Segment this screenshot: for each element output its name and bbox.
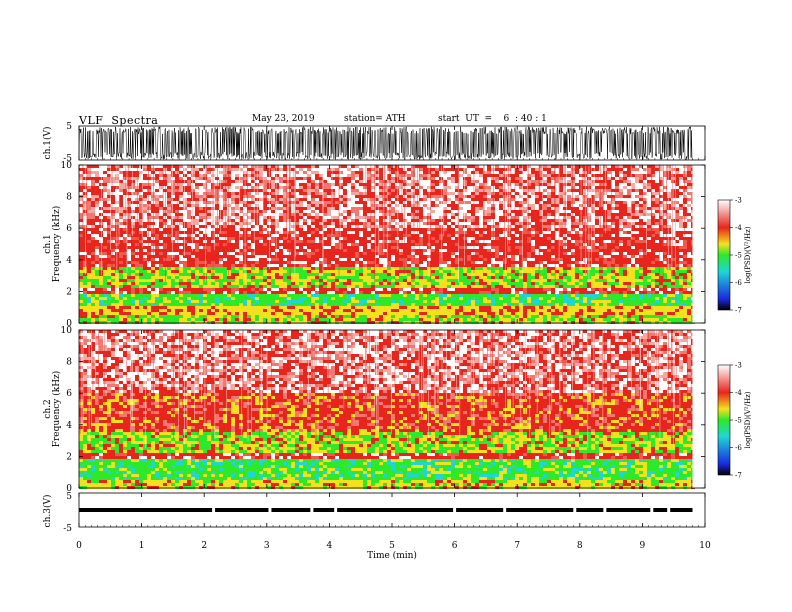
ch1-spectrogram-image (79, 165, 705, 324)
spectrogram-ytick-label: 4 (66, 256, 72, 266)
time-tick-label: 9 (640, 541, 646, 551)
time-axis-label: Time (min) (367, 550, 417, 561)
start-ut-time: start UT = 6 : 40 : 1 (438, 114, 547, 124)
spectrogram-ytick-label: 0 (66, 319, 72, 329)
ch1-colorbar: log(PSD)(V²/Hz) -3 -4 -5 -6 -7 (717, 197, 752, 315)
colorbar-tick-label: -6 (735, 444, 742, 452)
time-tick-label: 4 (327, 541, 333, 551)
ch3-waveform-trace (79, 508, 693, 512)
ch3-trace-segment (456, 508, 504, 512)
ch1-waveform-trace (78, 125, 693, 161)
time-tick-label: 10 (699, 541, 711, 551)
recording-date: May 23, 2019 (252, 114, 315, 124)
ch3-ytick-top: 5 (66, 492, 72, 502)
time-tick-label: 1 (139, 541, 145, 551)
ch3-trace-segment (670, 508, 693, 512)
ch3-trace-segment (506, 508, 574, 512)
time-tick-label: 7 (514, 541, 520, 551)
ch1-spectrogram-ylabel-line1: ch.1 (43, 234, 53, 253)
ch1-spectrogram-panel: 0 2 4 6 8 10 ch.1 Frequency (kHz) (43, 161, 706, 329)
ch2-spectrogram-ylabel-line2: Frequency (kHz) (51, 371, 62, 448)
colorbar-tick-label: -7 (735, 307, 742, 315)
ch3-trace-segment (653, 508, 668, 512)
ch2-spectrogram-ylabel-line1: ch.2 (43, 399, 53, 418)
time-tick-label: 3 (264, 541, 270, 551)
spectrogram-ytick-label: 4 (66, 421, 72, 431)
time-tick-label: 0 (76, 541, 82, 551)
ch3-trace-segment (576, 508, 604, 512)
ch1-waveform-ylabel: ch.1(V) (42, 127, 53, 160)
ch3-trace-segment (79, 508, 213, 512)
ch1-ytick-top: 5 (66, 122, 72, 132)
time-tick-label: 8 (577, 541, 583, 551)
time-tick-label: 5 (389, 541, 395, 551)
ch1-ytick-bottom: -5 (63, 154, 72, 164)
colorbar-tick-label: -4 (735, 389, 742, 397)
spectrogram-ytick-label: 8 (66, 358, 72, 368)
figure-title: VLF Spectra (79, 114, 159, 127)
time-tick-label: 2 (201, 541, 207, 551)
spectrogram-ytick-label: 8 (66, 193, 72, 203)
ch2-spectrogram-image (79, 330, 705, 489)
ch3-trace-segment (271, 508, 311, 512)
ch1-colorbar-label: log(PSD)(V²/Hz) (744, 226, 752, 283)
ch2-spectrogram-panel: 0 2 4 6 8 10 ch.2 Frequency (kHz) (43, 326, 706, 494)
colorbar-tick-label: -3 (735, 197, 742, 205)
colorbar-tick-label: -3 (735, 362, 742, 370)
time-tick-label: 6 (452, 541, 458, 551)
colorbar-tick-label: -6 (735, 279, 742, 287)
ch3-trace-segment (337, 508, 454, 512)
time-axis: 0 1 2 3 4 5 6 7 8 9 10 (76, 126, 711, 551)
colorbar-tick-label: -5 (735, 417, 742, 425)
colorbar-tick-label: -5 (735, 252, 742, 260)
ch3-waveform-ylabel: ch.3(V) (42, 495, 53, 528)
spectrogram-ytick-label: 10 (61, 326, 73, 336)
spectrogram-ytick-label: 2 (66, 452, 72, 462)
ch3-trace-segment (606, 508, 651, 512)
ch2-colorbar-label: log(PSD)(V²/Hz) (744, 391, 752, 448)
ch3-waveform-panel: 5 -5 ch.3(V) (42, 492, 706, 534)
ch2-spectrogram-yticks: 0 2 4 6 8 10 (61, 326, 705, 494)
ch1-spectrogram-yticks: 0 2 4 6 8 10 (61, 161, 705, 329)
spectrogram-ytick-label: 6 (66, 389, 72, 399)
station-name: station= ATH (344, 114, 406, 124)
ch2-colorbar: log(PSD)(V²/Hz) -3 -4 -5 -6 -7 (717, 362, 752, 480)
spectrogram-ytick-label: 0 (66, 484, 72, 494)
spectrogram-ytick-label: 2 (66, 287, 72, 297)
spectrogram-ytick-label: 10 (61, 161, 73, 171)
ch3-trace-segment (313, 508, 335, 512)
ch1-spectrogram-ylabel-line2: Frequency (kHz) (51, 206, 62, 283)
ch3-trace-segment (215, 508, 269, 512)
spectrogram-ytick-label: 6 (66, 224, 72, 234)
ch3-ytick-bottom: -5 (63, 524, 72, 534)
colorbar-tick-label: -7 (735, 472, 742, 480)
colorbar-tick-label: -4 (735, 224, 742, 232)
